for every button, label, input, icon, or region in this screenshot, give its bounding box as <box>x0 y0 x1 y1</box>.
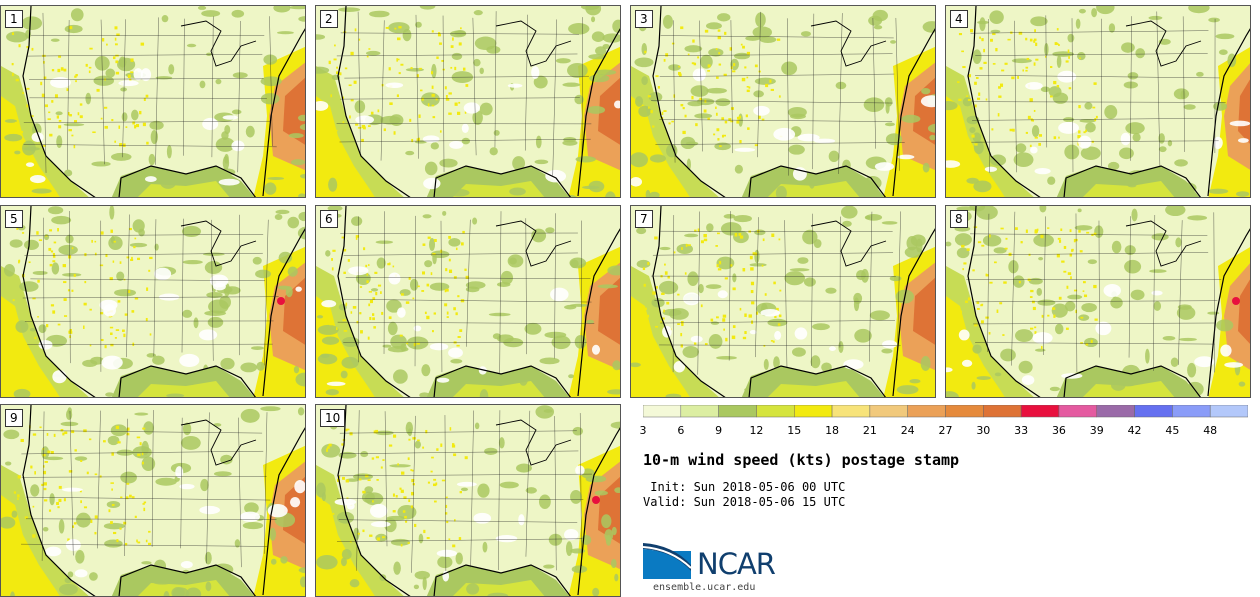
wind-speed-map <box>631 6 935 197</box>
postage-stamp-panel: 1 <box>0 5 306 198</box>
panel-number: 1 <box>5 10 23 28</box>
panel-number: 8 <box>950 210 968 228</box>
postage-stamp-panel: 4 <box>945 5 1251 198</box>
ncar-logo-text: NCAR <box>697 547 776 581</box>
colorbar-swatch <box>1020 405 1060 418</box>
postage-stamp-panel: 7 <box>630 205 936 398</box>
colorbar-swatch <box>869 405 908 418</box>
postage-stamp-panel: 9 <box>0 404 306 597</box>
valid-time: Valid: Sun 2018-05-06 15 UTC <box>643 495 846 509</box>
colorbar-tick-label: 42 <box>1127 424 1142 437</box>
wind-speed-map <box>316 6 620 197</box>
colorbar-tick-label: 30 <box>976 424 991 437</box>
colorbar-tick-label: 9 <box>715 424 723 437</box>
colorbar-swatch <box>831 405 871 418</box>
colorbar-swatch <box>643 405 682 418</box>
init-time: Init: Sun 2018-05-06 00 UTC <box>643 480 846 494</box>
colorbar-swatch <box>1058 405 1097 418</box>
colorbar-tick-label: 6 <box>677 424 685 437</box>
colorbar-tick-label: 39 <box>1089 424 1104 437</box>
colorbar-tick-label: 45 <box>1165 424 1180 437</box>
colorbar-swatch <box>794 405 833 418</box>
postage-stamp-panel: 5 <box>0 205 306 398</box>
postage-stamp-panel: 3 <box>630 5 936 198</box>
logo-url: ensemble.ucar.edu <box>653 582 756 593</box>
chart-title: 10-m wind speed (kts) postage stamp <box>643 451 960 469</box>
postage-stamp-panel: 8 <box>945 205 1251 398</box>
colorbar-swatch <box>1209 405 1248 418</box>
ncar-logo-icon <box>643 543 692 579</box>
colorbar-swatch <box>983 405 1022 418</box>
colorbar-tick-label: 21 <box>862 424 877 437</box>
wind-speed-map <box>1 6 305 197</box>
panel-number: 5 <box>5 210 23 228</box>
colorbar-tick-label: 24 <box>900 424 915 437</box>
colorbar-tick-label: 15 <box>787 424 802 437</box>
colorbar-swatch <box>680 405 719 418</box>
postage-stamp-panel: 10 <box>315 404 621 597</box>
wind-speed-map <box>1 206 305 397</box>
panel-number: 6 <box>320 210 338 228</box>
panel-number: 9 <box>5 409 23 427</box>
panel-number: 2 <box>320 10 338 28</box>
colorbar-swatch <box>718 405 757 418</box>
wind-speed-map <box>316 405 620 596</box>
colorbar-swatch <box>1096 405 1135 418</box>
colorbar-swatch <box>1172 405 1211 418</box>
wind-speed-map <box>946 206 1250 397</box>
panel-number: 4 <box>950 10 968 28</box>
colorbar-swatch <box>1134 405 1173 418</box>
colorbar-tick-label: 3 <box>639 424 647 437</box>
colorbar-swatch <box>756 405 795 418</box>
wind-speed-map <box>946 6 1250 197</box>
colorbar-tick-label: 27 <box>938 424 953 437</box>
colorbar-swatch <box>907 405 946 418</box>
panel-number: 10 <box>320 409 346 427</box>
postage-stamp-panel: 2 <box>315 5 621 198</box>
colorbar-tick-label: 18 <box>825 424 840 437</box>
wind-speed-colorbar <box>643 405 1248 418</box>
colorbar-swatch <box>945 405 984 418</box>
panel-number: 3 <box>635 10 653 28</box>
panel-number: 7 <box>635 210 653 228</box>
colorbar-tick-label: 36 <box>1051 424 1066 437</box>
wind-speed-map <box>316 206 620 397</box>
wind-speed-map <box>1 405 305 596</box>
colorbar-tick-label: 12 <box>749 424 764 437</box>
postage-stamp-panel: 6 <box>315 205 621 398</box>
colorbar-tick-label: 33 <box>1014 424 1029 437</box>
colorbar-tick-label: 48 <box>1203 424 1218 437</box>
wind-speed-map <box>631 206 935 397</box>
